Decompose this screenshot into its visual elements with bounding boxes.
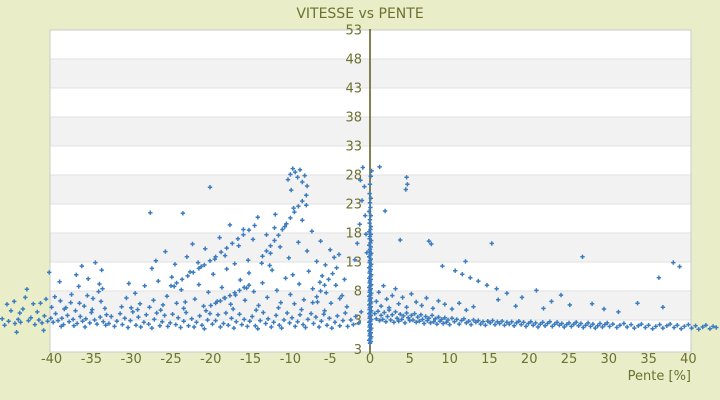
y-tick-label: 3	[354, 314, 362, 329]
x-tick-label: 0	[366, 352, 374, 367]
x-tick-label: 15	[481, 352, 498, 367]
y-tick-label: 18	[345, 227, 362, 242]
y-tick-label: 8	[354, 285, 362, 300]
x-tick-label: -10	[280, 352, 301, 367]
x-tick-label: -30	[121, 352, 142, 367]
x-tick-label: -35	[81, 352, 102, 367]
y-tick-label: 38	[345, 111, 362, 126]
x-tick-label: 30	[601, 352, 618, 367]
x-tick-label: -20	[200, 352, 221, 367]
x-axis-title: Pente [%]	[627, 369, 691, 384]
x-tick-label: -15	[240, 352, 261, 367]
x-tick-label: 10	[441, 352, 458, 367]
y-tick-label: 43	[345, 82, 362, 97]
x-tick-label: -5	[324, 352, 337, 367]
x-tick-label: 35	[640, 352, 657, 367]
x-tick-label: 20	[521, 352, 538, 367]
x-tick-label: 5	[406, 352, 414, 367]
x-tick-label: 40	[680, 352, 697, 367]
y-tick-label: 28	[345, 169, 362, 184]
y-tick-label: 23	[345, 198, 362, 213]
y-tick-label: 53	[345, 24, 362, 39]
y-tick-label: 13	[345, 256, 362, 271]
y-tick-label: 48	[345, 53, 362, 68]
scatter-points	[0, 164, 719, 346]
x-tick-label: 25	[561, 352, 578, 367]
x-tick-label: -40	[41, 352, 62, 367]
y-axis-min-label: 3	[354, 343, 362, 358]
x-tick-label: -25	[160, 352, 181, 367]
chart-title: VITESSE vs PENTE	[296, 6, 424, 22]
y-tick-label: 33	[345, 140, 362, 155]
